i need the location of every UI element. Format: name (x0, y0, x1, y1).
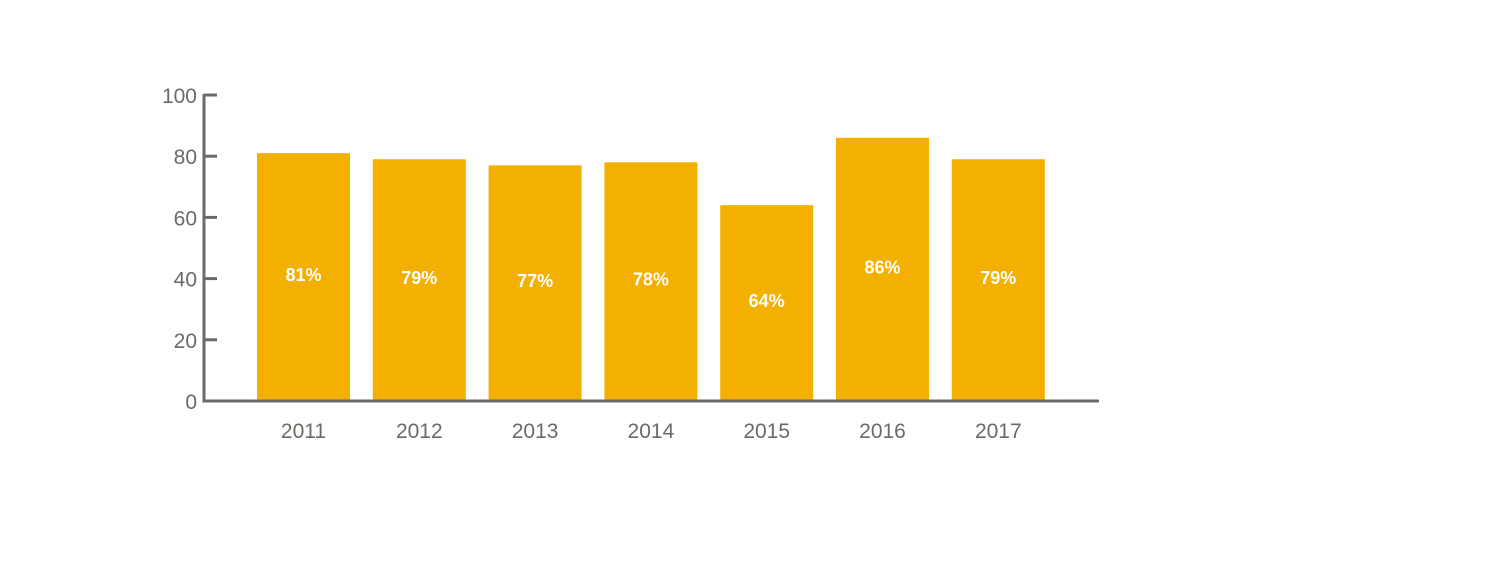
x-tick-label-2017: 2017 (975, 420, 1022, 443)
data-label-2017: 79% (980, 268, 1016, 288)
x-tick-label-2016: 2016 (859, 420, 906, 443)
y-tick-label-40: 40 (174, 269, 197, 292)
x-tick-label-2014: 2014 (628, 420, 675, 443)
axes-group (202, 93, 1099, 403)
y-tick-label-0: 0 (185, 391, 197, 414)
bar-labels-group: 81% 79% 77% 78% 64% 86% 79% (285, 257, 1016, 311)
x-tick-label-2011: 2011 (281, 420, 326, 443)
y-tick-label-60: 60 (174, 207, 197, 230)
bar-2013 (488, 165, 582, 401)
bar-2014 (604, 162, 698, 401)
x-tick-label-2012: 2012 (396, 420, 443, 443)
data-label-2016: 86% (864, 257, 900, 277)
bar-2017 (951, 159, 1045, 401)
x-tick-label-2013: 2013 (512, 420, 559, 443)
data-label-2014: 78% (633, 270, 669, 290)
x-tick-label-2015: 2015 (743, 420, 790, 443)
data-label-2012: 79% (401, 268, 437, 288)
data-label-2015: 64% (749, 291, 785, 311)
bar-2012 (372, 159, 466, 401)
data-label-2011: 81% (285, 265, 321, 285)
x-tick-labels-group: 2011 2012 2013 2014 2015 2016 2017 (281, 420, 1022, 443)
bars-group (257, 137, 1045, 401)
data-label-2013: 77% (517, 271, 553, 291)
bar-2011 (257, 153, 350, 401)
y-tick-labels-group: 0 20 40 60 80 100 (162, 85, 197, 414)
y-tick-label-80: 80 (174, 146, 197, 169)
bar-2016 (836, 137, 929, 401)
y-tick-label-20: 20 (174, 330, 197, 353)
bar-2015 (720, 205, 814, 401)
y-tick-label-100: 100 (162, 85, 197, 108)
